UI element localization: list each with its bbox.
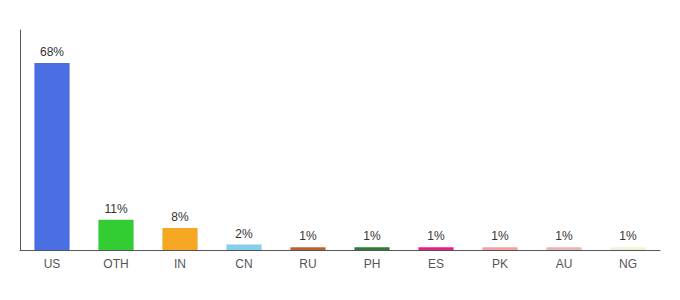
svg-text:IN: IN — [174, 257, 186, 271]
svg-text:11%: 11% — [104, 202, 127, 216]
svg-text:8%: 8% — [171, 210, 189, 224]
svg-text:1%: 1% — [299, 229, 317, 243]
svg-text:PH: PH — [364, 257, 381, 271]
svg-text:1%: 1% — [555, 229, 573, 243]
svg-text:RU: RU — [299, 257, 316, 271]
svg-text:1%: 1% — [427, 229, 445, 243]
svg-text:1%: 1% — [491, 229, 509, 243]
svg-text:2%: 2% — [235, 227, 253, 241]
svg-text:PK: PK — [492, 257, 508, 271]
svg-text:AU: AU — [556, 257, 573, 271]
svg-text:68%: 68% — [40, 45, 64, 59]
svg-text:OTH: OTH — [103, 257, 128, 271]
svg-text:US: US — [44, 257, 61, 271]
svg-text:ES: ES — [428, 257, 444, 271]
svg-text:1%: 1% — [363, 229, 381, 243]
svg-text:CN: CN — [235, 257, 252, 271]
svg-text:NG: NG — [619, 257, 637, 271]
svg-text:1%: 1% — [619, 229, 637, 243]
